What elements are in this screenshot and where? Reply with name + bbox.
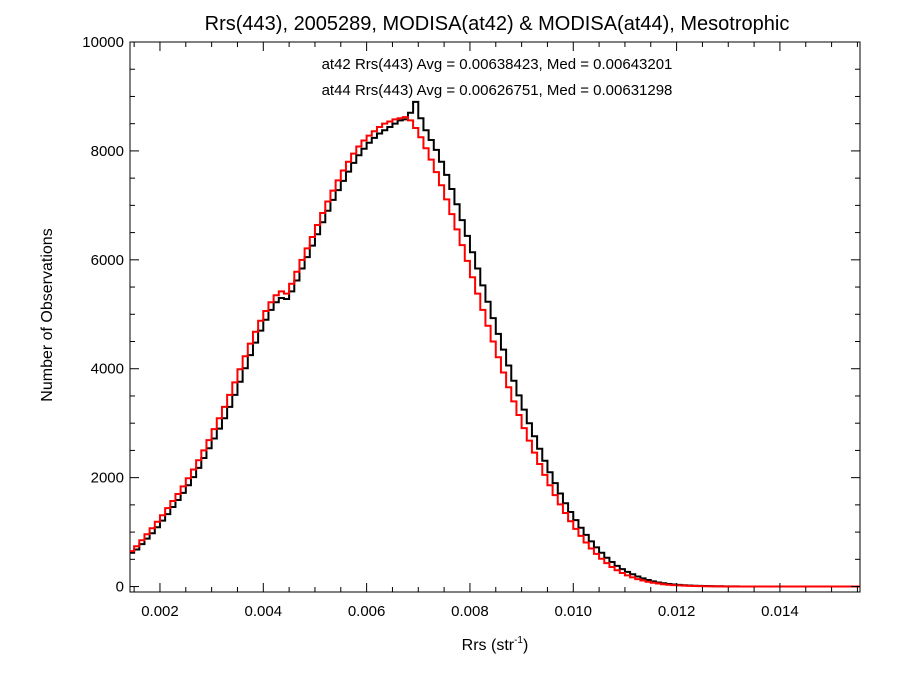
plot-area (129, 41, 861, 593)
y-axis-label: Number of Observations (39, 228, 56, 401)
x-tick-label: 0.010 (554, 603, 592, 620)
x-tick-label: 0.006 (348, 603, 386, 620)
series-at44-line (130, 116, 860, 588)
plot-frame (129, 41, 861, 593)
x-tick-label: 0.002 (141, 603, 179, 620)
x-axis-label: Rrs (str-1) (462, 635, 529, 654)
y-tick-label: 10000 (82, 34, 124, 51)
x-tick-label: 0.012 (658, 603, 696, 620)
annotation-at42: at42 Rrs(443) Avg = 0.00638423, Med = 0.… (322, 56, 673, 73)
x-tick-label: 0.014 (761, 603, 799, 620)
y-tick-label: 2000 (91, 470, 124, 487)
chart-title: Rrs(443), 2005289, MODISA(at42) & MODISA… (205, 13, 790, 35)
annotation-at44: at44 Rrs(443) Avg = 0.00626751, Med = 0.… (322, 82, 673, 99)
x-tick-label: 0.004 (245, 603, 283, 620)
x-axis-label-sup: -1 (514, 635, 523, 646)
y-tick-label: 6000 (91, 252, 124, 269)
y-tick-label: 8000 (91, 143, 124, 160)
x-axis-label-close: ) (523, 637, 528, 654)
y-tick-label: 0 (116, 579, 124, 596)
y-tick-label: 4000 (91, 361, 124, 378)
series-layer (130, 100, 860, 588)
x-axis-label-base: Rrs (str (462, 637, 515, 654)
ticks-layer: 0.002 0.004 0.006 0.008 0.010 0.012 0.014 0 2000… (82, 34, 860, 620)
x-tick-label: 0.008 (451, 603, 489, 620)
